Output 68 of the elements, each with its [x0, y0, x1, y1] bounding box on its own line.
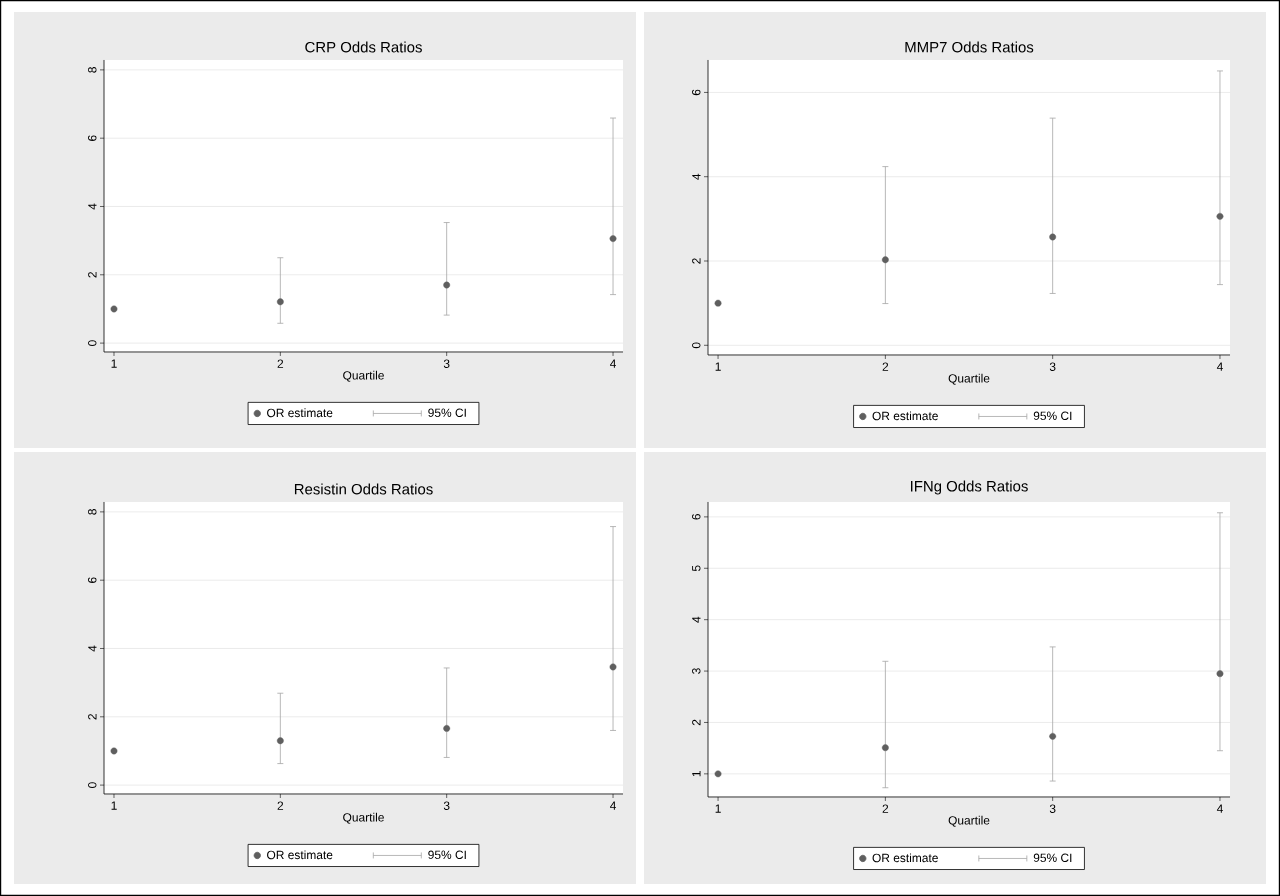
y-tick-label: 6: [88, 577, 97, 583]
y-tick-label: 4: [88, 203, 97, 210]
legend-label: OR estimate: [872, 853, 938, 863]
text: 95% CI: [428, 408, 466, 417]
chart-title: CRP Odds Ratios: [305, 41, 422, 53]
y-tick-label: 1: [692, 771, 701, 777]
point: [110, 747, 118, 755]
x-tick-label: 4: [609, 801, 617, 810]
point: [1049, 732, 1057, 740]
legend-label: OR estimate: [872, 411, 938, 421]
x-tick-label: 3: [443, 359, 450, 368]
y-tick-label: 6: [692, 514, 701, 520]
x-tick-label: 3: [1049, 362, 1056, 371]
y-tick-label: 8: [88, 67, 97, 73]
point: [443, 725, 451, 732]
y-tick-label: 5: [692, 565, 701, 572]
y-tick-label: 8: [88, 509, 97, 515]
x-tick-label: 3: [443, 801, 450, 810]
x-tick-label: 1: [715, 804, 721, 813]
x-axis-title: Quartile: [343, 370, 384, 382]
point: [443, 281, 451, 289]
x-tick-label: 4: [609, 359, 617, 368]
x-tick-label: 3: [1049, 804, 1056, 813]
x-axis-title: Quartile: [948, 373, 990, 385]
text: 95% CI: [1033, 411, 1072, 420]
legend-label: OR estimate: [267, 850, 333, 860]
y-tick-label: 4: [692, 173, 701, 180]
x-tick-label: 4: [1216, 804, 1223, 813]
x-tick-label: 1: [715, 362, 721, 371]
x-tick-label: 4: [1216, 362, 1223, 371]
point: [609, 663, 617, 671]
point: [1216, 212, 1224, 220]
y-tick-label: 2: [692, 258, 701, 264]
legend-label: OR estimate: [267, 408, 333, 418]
y-tick-label: 2: [88, 714, 97, 720]
y-tick-label: 6: [692, 89, 701, 96]
y-tick-label: 4: [692, 616, 701, 623]
point: [714, 770, 722, 778]
x-tick-label: 2: [277, 801, 284, 810]
x-tick-label: 2: [882, 804, 889, 813]
x-tick-label: 2: [277, 359, 284, 368]
y-tick-label: 0: [88, 340, 97, 346]
y-tick-label: 0: [692, 342, 701, 349]
x-tick-label: 1: [111, 359, 117, 368]
point: [714, 299, 722, 307]
x-tick-label: 1: [111, 801, 117, 810]
chart-title: MMP7 Odds Ratios: [905, 41, 1034, 53]
y-tick-label: 0: [88, 782, 97, 788]
point: [1216, 670, 1224, 678]
y-tick-label: 2: [88, 272, 97, 278]
y-tick-label: 2: [692, 719, 701, 726]
text: 95% CI: [428, 850, 466, 859]
y-tick-label: 4: [88, 645, 97, 652]
x-tick-label: 2: [882, 362, 889, 371]
chart-title: IFNg Odds Ratios: [911, 480, 1028, 495]
point: [881, 744, 889, 752]
point: [609, 235, 617, 242]
point: [1049, 233, 1057, 241]
x-axis-title: Quartile: [343, 812, 384, 824]
y-tick-label: 3: [692, 668, 701, 674]
text: 95% CI: [1033, 853, 1072, 862]
y-tick-label: 6: [88, 135, 97, 141]
x-axis-title: Quartile: [948, 815, 990, 827]
point: [276, 737, 284, 745]
point: [276, 298, 284, 306]
chart-title: Resistin Odds Ratios: [294, 483, 433, 495]
point: [881, 256, 889, 264]
point: [110, 305, 118, 313]
